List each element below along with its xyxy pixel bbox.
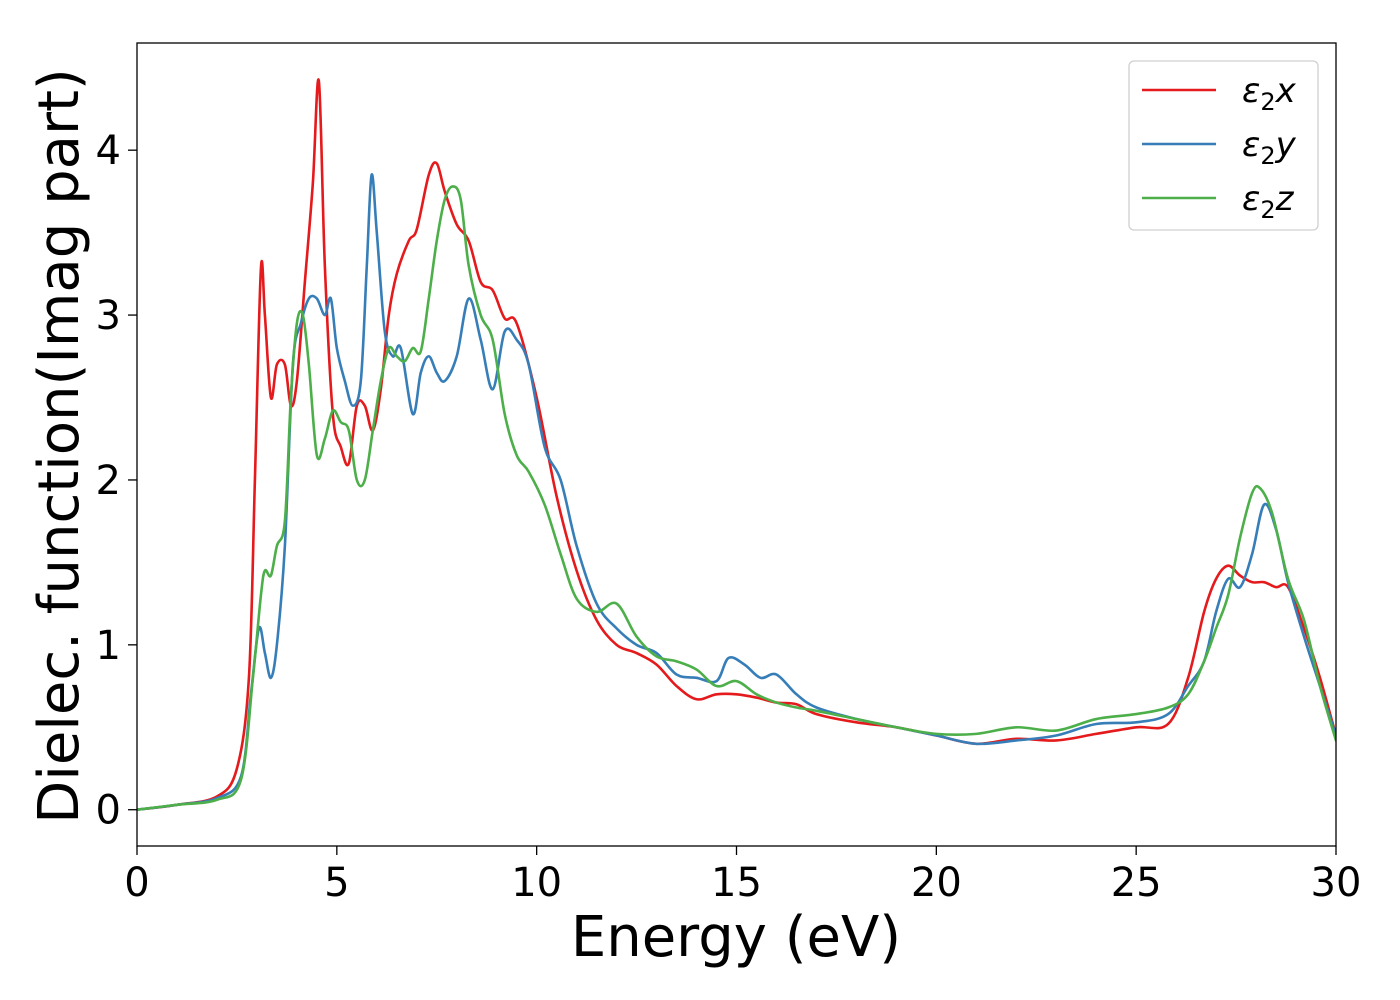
x-tick-label: 10 (511, 860, 562, 906)
legend-box (1128, 60, 1319, 231)
x-tick-label: 5 (324, 860, 349, 906)
x-tick-label: 20 (911, 860, 962, 906)
plot-area (137, 78, 1336, 812)
y-tick-label: 0 (96, 788, 121, 834)
y-axis-title: Dielec. function(Imag part) (27, 68, 92, 824)
y-tick-label: 3 (96, 293, 121, 339)
x-axis-title: Energy (eV) (571, 905, 901, 970)
y-tick-label: 2 (96, 458, 121, 504)
legend-label-1: ε2x (1242, 71, 1297, 116)
series-line-3 (137, 185, 1336, 812)
x-axis: 0 5 10 15 20 25 30 (124, 846, 1361, 906)
series-line-1 (137, 78, 1336, 812)
x-tick-label: 0 (124, 860, 149, 906)
legend-label-3: ε2z (1242, 179, 1295, 224)
y-tick-label: 4 (96, 128, 121, 174)
x-tick-label: 30 (1311, 860, 1362, 906)
legend: ε2x ε2y ε2z (1128, 60, 1319, 231)
y-tick-label: 1 (96, 623, 121, 669)
x-tick-label: 25 (1111, 860, 1162, 906)
plot-frame (136, 42, 1337, 847)
series-line-2 (137, 173, 1336, 812)
legend-label-2: ε2y (1242, 125, 1297, 170)
y-axis: 0 1 2 3 4 (96, 128, 137, 834)
x-tick-label: 15 (711, 860, 762, 906)
